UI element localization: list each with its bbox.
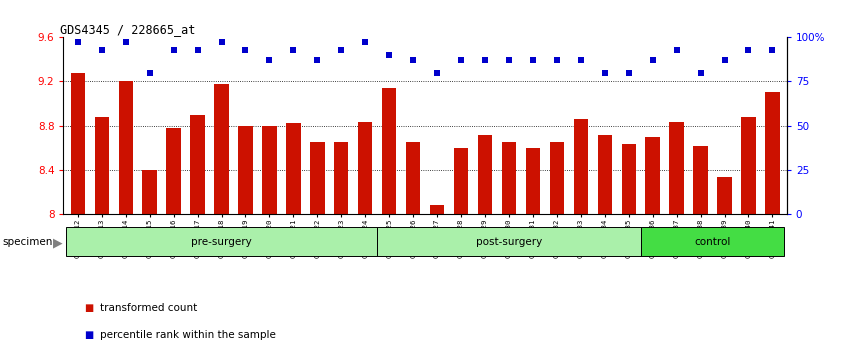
Point	[239, 47, 252, 52]
Point	[503, 57, 516, 63]
Bar	[118, 81, 133, 214]
Bar	[382, 88, 397, 214]
Point	[167, 47, 180, 52]
Bar	[142, 170, 157, 214]
Point	[717, 57, 731, 63]
Bar	[453, 148, 468, 214]
Bar	[190, 115, 205, 214]
Bar	[95, 117, 109, 214]
Text: specimen: specimen	[3, 238, 53, 247]
Point	[431, 70, 444, 75]
Bar	[640, 227, 784, 256]
Point	[694, 70, 707, 75]
Text: percentile rank within the sample: percentile rank within the sample	[100, 330, 276, 339]
Text: post-surgery: post-surgery	[475, 236, 542, 247]
Text: ■: ■	[85, 330, 94, 339]
Bar	[717, 177, 732, 214]
Text: GDS4345 / 228665_at: GDS4345 / 228665_at	[60, 23, 195, 36]
Bar	[645, 137, 660, 214]
Bar	[167, 128, 181, 214]
Point	[143, 70, 157, 75]
Point	[287, 47, 300, 52]
Bar	[358, 122, 372, 214]
Bar	[574, 119, 588, 214]
Point	[645, 57, 659, 63]
Bar	[766, 92, 780, 214]
Bar	[239, 126, 253, 214]
Bar	[502, 142, 516, 214]
Bar	[550, 142, 564, 214]
Bar	[622, 144, 636, 214]
Bar	[478, 135, 492, 214]
Bar	[262, 126, 277, 214]
Point	[526, 57, 540, 63]
Bar	[70, 73, 85, 214]
Point	[550, 57, 563, 63]
Point	[622, 70, 635, 75]
Point	[71, 40, 85, 45]
Bar	[310, 142, 325, 214]
Point	[215, 40, 228, 45]
Bar	[377, 227, 640, 256]
Point	[454, 57, 468, 63]
Bar	[406, 142, 420, 214]
Point	[766, 47, 779, 52]
Bar	[669, 122, 684, 214]
Point	[574, 57, 588, 63]
Bar	[334, 142, 349, 214]
Bar	[286, 124, 300, 214]
Bar	[525, 148, 540, 214]
Point	[334, 47, 348, 52]
Point	[262, 57, 276, 63]
Point	[191, 47, 205, 52]
Point	[406, 57, 420, 63]
Text: ■: ■	[85, 303, 94, 313]
Point	[119, 40, 133, 45]
Bar	[597, 135, 612, 214]
Point	[742, 47, 755, 52]
Point	[95, 47, 108, 52]
Text: transformed count: transformed count	[100, 303, 197, 313]
Text: control: control	[695, 236, 731, 247]
Point	[310, 57, 324, 63]
Bar	[430, 205, 444, 214]
Point	[598, 70, 612, 75]
Bar	[66, 227, 377, 256]
Point	[478, 57, 492, 63]
Point	[670, 47, 684, 52]
Bar	[694, 145, 708, 214]
Bar	[214, 84, 228, 214]
Text: pre-surgery: pre-surgery	[191, 236, 252, 247]
Text: ▶: ▶	[53, 236, 63, 249]
Point	[382, 52, 396, 58]
Bar	[741, 117, 755, 214]
Point	[359, 40, 372, 45]
